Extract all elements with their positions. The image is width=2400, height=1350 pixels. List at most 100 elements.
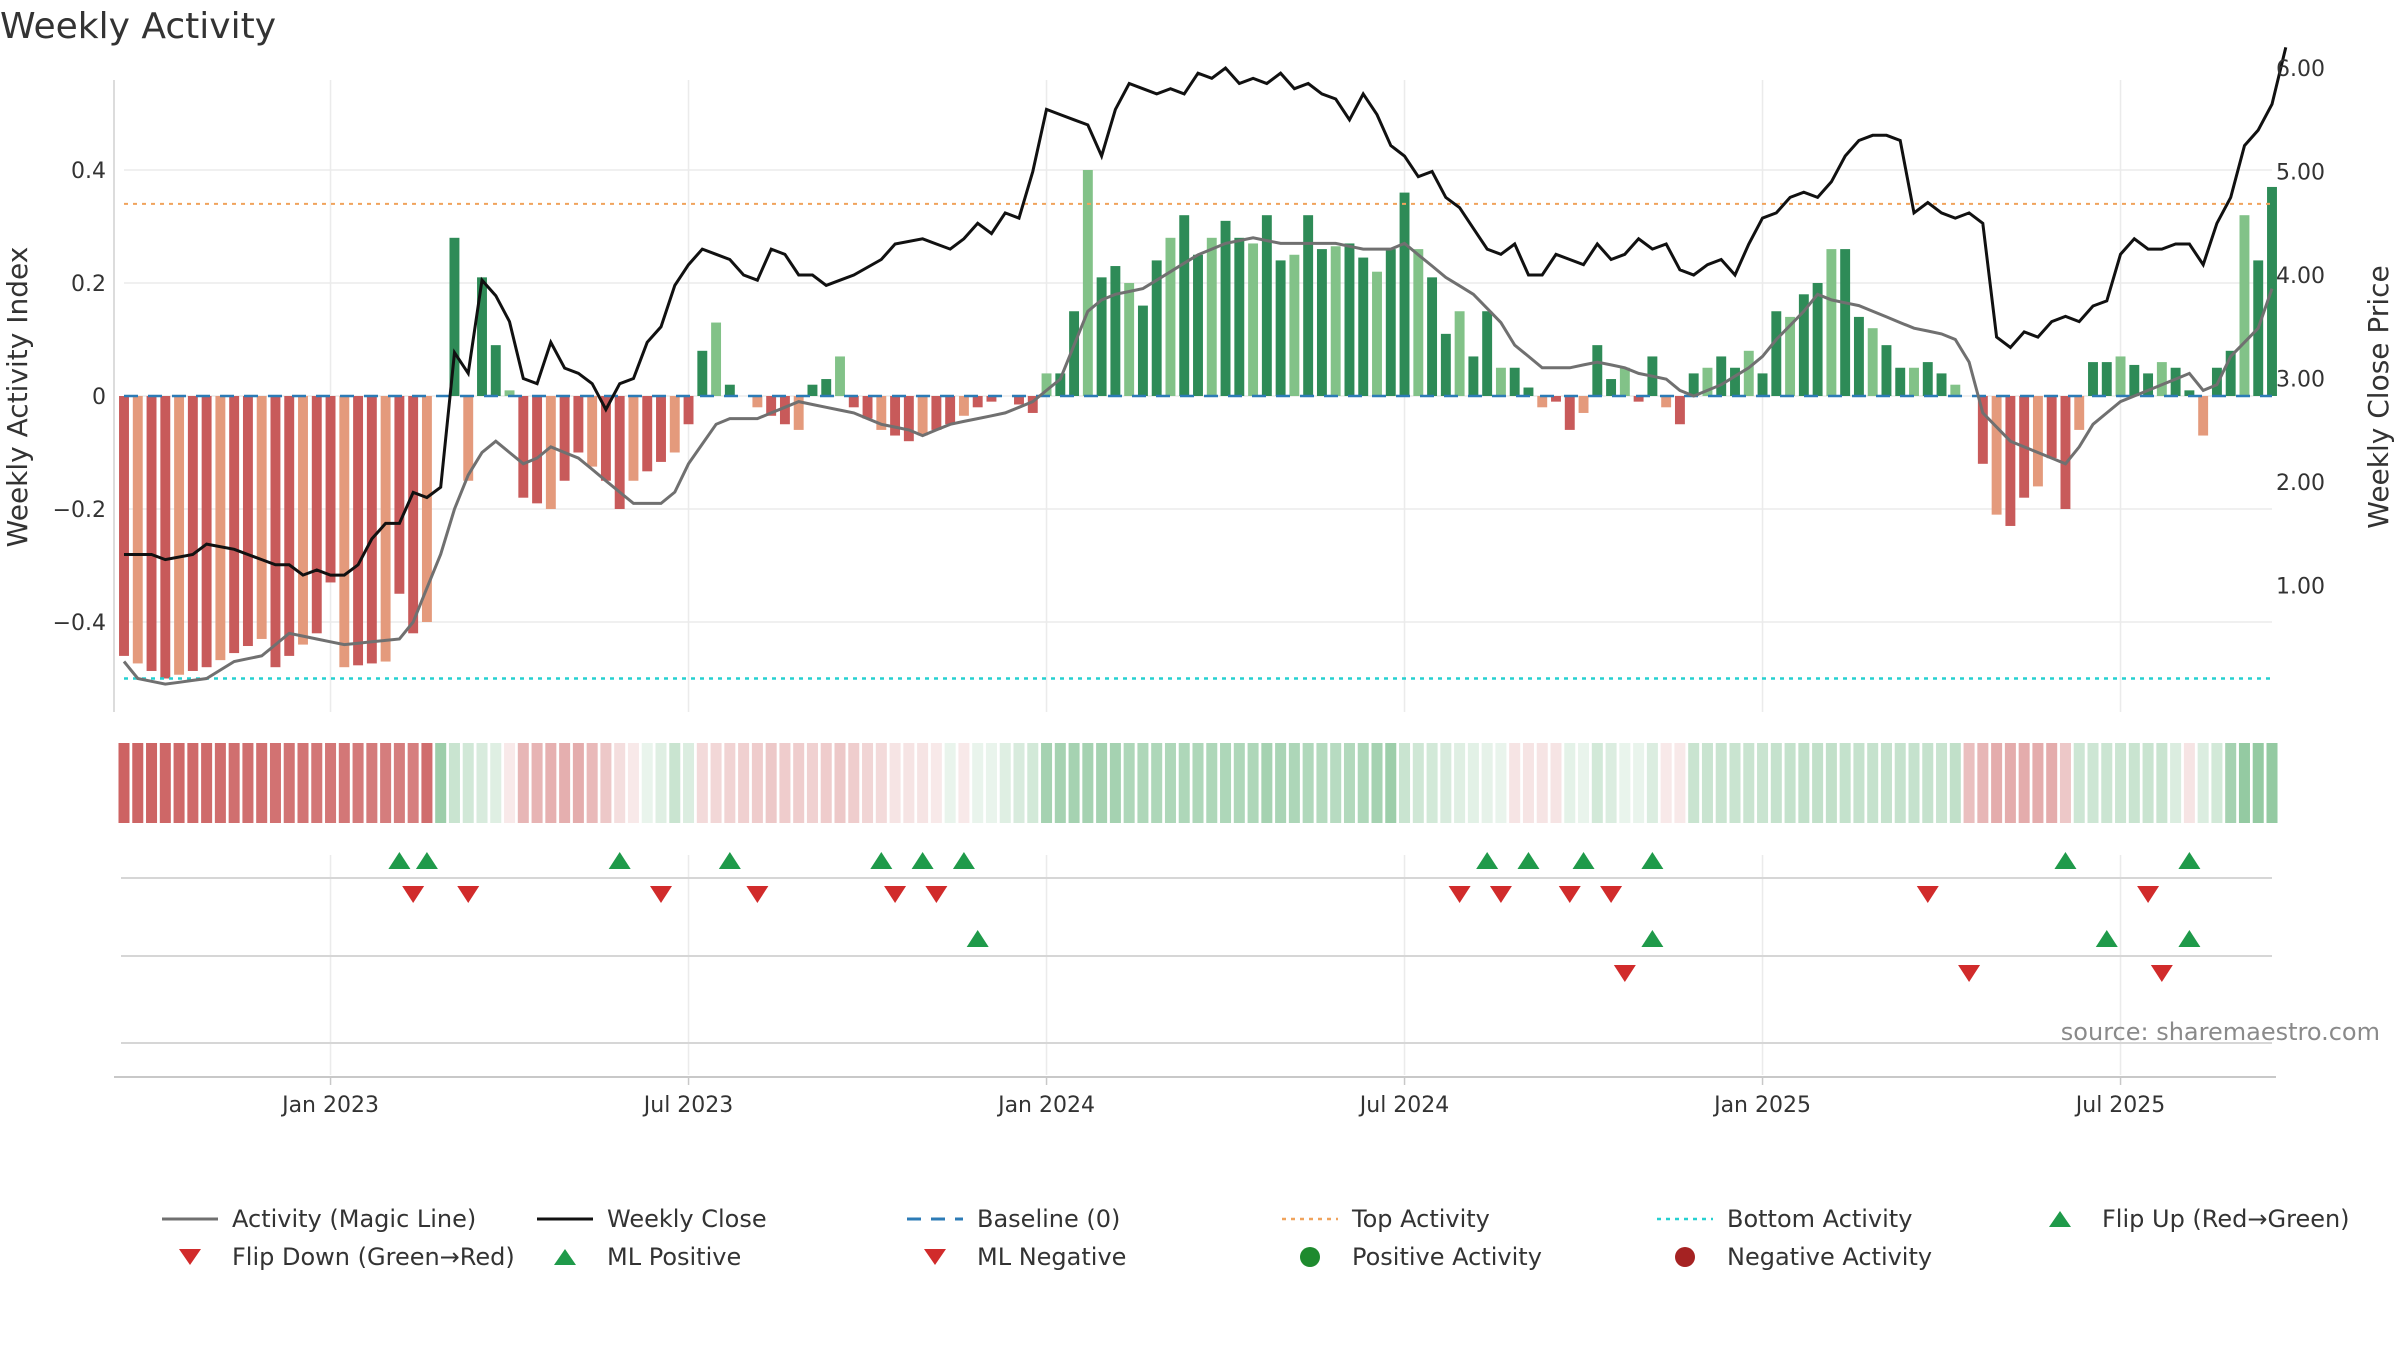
strip-cell (1949, 743, 1961, 823)
activity-bar (1936, 373, 1947, 396)
strip-cell (559, 743, 571, 823)
ml-positive-marker (2095, 930, 2118, 947)
strip-cell (1054, 743, 1066, 823)
flip-down-marker (1916, 886, 1939, 903)
legend-label: Positive Activity (1352, 1243, 1542, 1271)
activity-bar (1165, 237, 1176, 396)
strip-cell (627, 743, 639, 823)
activity-bar (532, 396, 543, 504)
strip-cell (1646, 743, 1658, 823)
activity-bar (835, 356, 845, 396)
strip-cell (1357, 743, 1369, 823)
strip-cell (201, 743, 213, 823)
activity-bar (793, 396, 804, 430)
activity-bar (1330, 246, 1341, 396)
flip-down-marker (746, 886, 769, 903)
strip-cell (1192, 743, 1204, 823)
activity-bar (477, 277, 487, 396)
strip-cell (1137, 743, 1149, 823)
activity-bar (1344, 243, 1355, 396)
legend-item: Flip Up (Red→Green) (2030, 1205, 2350, 1233)
strip-cell (1550, 743, 1562, 823)
strip-cell (572, 743, 584, 823)
activity-bar (311, 396, 322, 634)
strip-cell (1839, 743, 1851, 823)
activity-bar (1358, 257, 1369, 396)
strip-cell (1729, 743, 1741, 823)
strip-cell (1275, 743, 1287, 823)
activity-bar (490, 345, 501, 396)
strip-cell (352, 743, 364, 823)
strip-cell (1825, 743, 1837, 823)
strip-cell (214, 743, 226, 823)
activity-bar (2074, 396, 2085, 430)
activity-bar (2115, 356, 2126, 396)
strip-cell (1330, 743, 1342, 823)
activity-bar (229, 396, 240, 654)
strip-cell (1660, 743, 1672, 823)
strip-cell (2238, 743, 2250, 823)
chart-title: Weekly Activity (0, 6, 277, 47)
strip-cell (407, 743, 419, 823)
activity-bar (380, 396, 391, 662)
flip-down-marker (1558, 886, 1581, 903)
strip-cell (1096, 743, 1108, 823)
series-lines (122, 46, 2288, 686)
activity-bar (917, 396, 928, 436)
strip-cell (146, 743, 158, 823)
activity-bar (1812, 283, 1823, 396)
strip-cell (917, 743, 929, 823)
strip-cell (1467, 743, 1479, 823)
strip-cell (283, 743, 295, 823)
activity-bar (1702, 367, 1713, 396)
y-tick-left-label: 0.2 (71, 272, 106, 297)
strip-cell (1316, 743, 1328, 823)
y-tick-right-label: 6.00 (2276, 57, 2325, 82)
activity-bar (573, 396, 584, 453)
activity-bar (339, 396, 350, 668)
strip-cell (435, 743, 447, 823)
strip-cell (366, 743, 378, 823)
legend-item: Flip Down (Green→Red) (160, 1243, 515, 1271)
strip-cell (738, 743, 750, 823)
activity-bar (1069, 311, 1080, 396)
activity-bar (1922, 362, 1933, 396)
strip-cell (1178, 743, 1190, 823)
activity-bar (1055, 373, 1066, 396)
activity-bar (1385, 249, 1396, 396)
strip-cell (655, 743, 667, 823)
strip-cell (806, 743, 818, 823)
activity-bar (2088, 362, 2098, 396)
activity-bar (1248, 243, 1259, 396)
strip-cell (1991, 743, 2003, 823)
strip-cell (1770, 743, 1782, 823)
activity-bar (1523, 387, 1534, 396)
flip-up-marker (870, 852, 893, 869)
legend-label: Weekly Close (607, 1205, 767, 1233)
y-tick-right-label: 1.00 (2276, 575, 2325, 600)
strip-cell (1853, 743, 1865, 823)
strip-cell (2128, 743, 2140, 823)
strip-cell (1302, 743, 1314, 823)
activity-bar (1124, 283, 1135, 396)
strip-cell (1164, 743, 1176, 823)
activity-bar (628, 396, 639, 481)
activity-bar (1193, 254, 1203, 396)
activity-bar (2101, 362, 2112, 396)
reference-lines (124, 202, 2272, 680)
activity-bar (2129, 364, 2140, 396)
strip-cell (380, 743, 392, 823)
strip-cell (930, 743, 942, 823)
strip-cell (2252, 743, 2264, 823)
activity-bar (298, 396, 308, 645)
y-tick-right-label: 2.00 (2276, 471, 2325, 496)
legend-item: Weekly Close (535, 1205, 767, 1233)
strip-cell (1619, 743, 1631, 823)
activity-bar (2198, 396, 2209, 436)
strip-cell (2073, 743, 2085, 823)
strip-cell (2018, 743, 2030, 823)
activity-bar (1730, 367, 1740, 396)
legend-label: Flip Down (Green→Red) (232, 1243, 515, 1271)
activity-bar (1551, 396, 1561, 402)
strip-cell (1578, 743, 1590, 823)
